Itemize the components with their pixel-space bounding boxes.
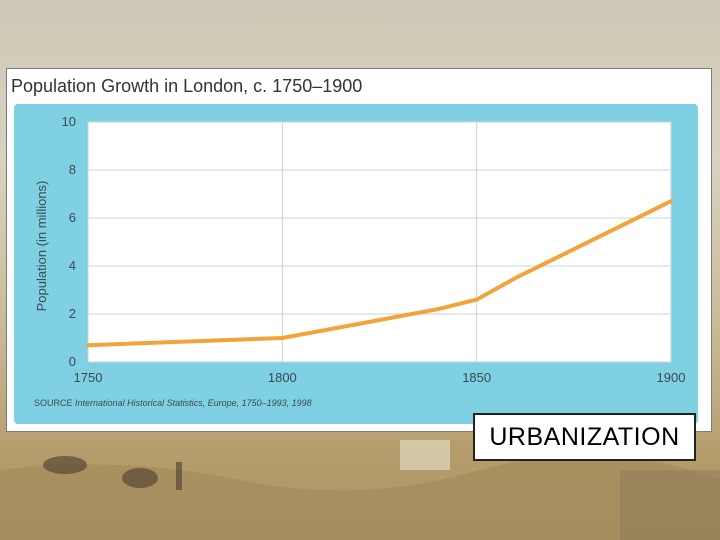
y-tick-label: 2	[69, 306, 76, 321]
urbanization-banner: URBANIZATION	[473, 413, 696, 461]
source-note: SOURCE International Historical Statisti…	[34, 398, 312, 408]
y-tick-label: 0	[69, 354, 76, 369]
data-point	[435, 307, 440, 312]
plot-area	[87, 121, 672, 363]
line-chart: 0 2 4 6 8 10 1750 1800 1850 1900 Population (in m…	[34, 114, 686, 385]
x-tick-label: 1800	[268, 370, 297, 385]
data-point	[591, 237, 596, 242]
data-point	[280, 336, 285, 340]
data-point	[474, 297, 479, 302]
y-tick-label: 10	[62, 114, 76, 129]
data-point	[396, 314, 401, 319]
chart-title: Population Growth in London, c. 1750–190…	[11, 76, 363, 96]
x-tick-label: 1750	[74, 370, 103, 385]
source-label: SOURCE	[34, 398, 73, 408]
y-tick-label: 4	[69, 258, 76, 273]
data-point	[669, 199, 673, 204]
data-point	[513, 276, 518, 280]
y-tick-label: 6	[69, 210, 76, 225]
series-line-london	[86, 199, 673, 348]
x-tick-label: 1850	[462, 370, 491, 385]
data-point	[319, 328, 324, 333]
source-text: International Historical Statistics, Eur…	[75, 398, 312, 408]
data-point	[86, 343, 90, 348]
data-point	[358, 321, 363, 326]
data-point	[630, 218, 635, 223]
x-tick-label: 1900	[657, 370, 686, 385]
y-axis-label: Population (in millions)	[34, 181, 49, 312]
data-point	[552, 256, 557, 261]
y-tick-label: 8	[69, 162, 76, 177]
